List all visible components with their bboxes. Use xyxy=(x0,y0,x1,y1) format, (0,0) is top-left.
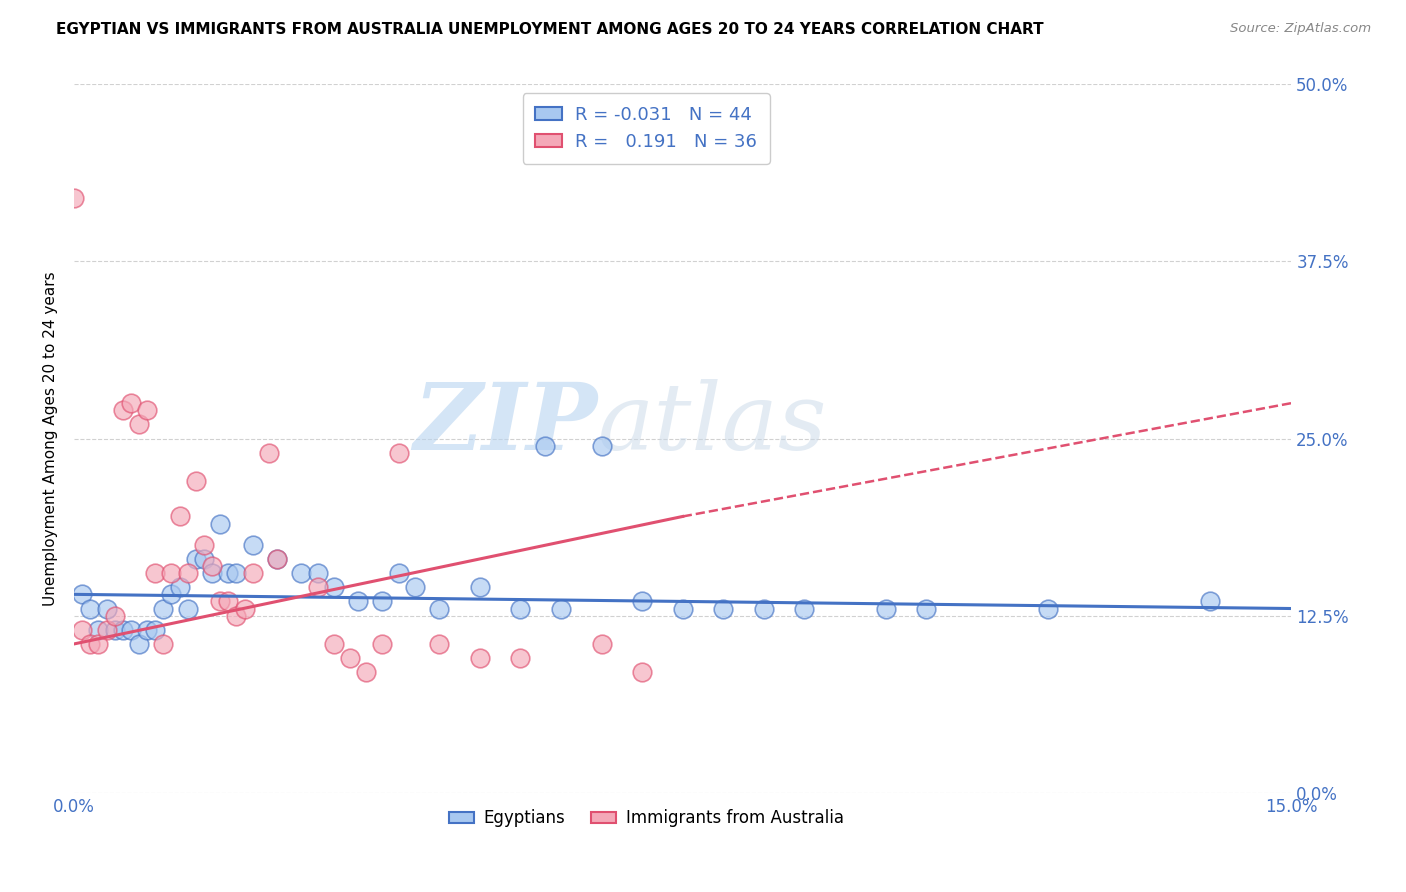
Point xyxy=(339,651,361,665)
Point xyxy=(752,601,775,615)
Point xyxy=(631,594,654,608)
Point xyxy=(120,623,142,637)
Point xyxy=(87,623,110,637)
Point xyxy=(371,637,394,651)
Point xyxy=(79,601,101,615)
Point xyxy=(201,559,224,574)
Point xyxy=(225,566,247,580)
Legend: Egyptians, Immigrants from Australia: Egyptians, Immigrants from Australia xyxy=(441,803,851,834)
Point xyxy=(136,403,159,417)
Point xyxy=(404,580,426,594)
Point xyxy=(169,580,191,594)
Point xyxy=(96,623,118,637)
Point xyxy=(875,601,897,615)
Point xyxy=(1036,601,1059,615)
Point xyxy=(509,651,531,665)
Point xyxy=(322,580,344,594)
Point xyxy=(631,665,654,680)
Point xyxy=(533,439,555,453)
Point xyxy=(307,580,329,594)
Text: ZIP: ZIP xyxy=(413,379,598,469)
Point xyxy=(111,403,134,417)
Point xyxy=(160,587,183,601)
Point xyxy=(591,439,613,453)
Point xyxy=(509,601,531,615)
Point xyxy=(307,566,329,580)
Point xyxy=(160,566,183,580)
Point xyxy=(427,601,450,615)
Point xyxy=(184,552,207,566)
Point xyxy=(217,566,239,580)
Text: EGYPTIAN VS IMMIGRANTS FROM AUSTRALIA UNEMPLOYMENT AMONG AGES 20 TO 24 YEARS COR: EGYPTIAN VS IMMIGRANTS FROM AUSTRALIA UN… xyxy=(56,22,1043,37)
Point xyxy=(242,538,264,552)
Point xyxy=(322,637,344,651)
Point xyxy=(266,552,288,566)
Point xyxy=(87,637,110,651)
Point xyxy=(591,637,613,651)
Point xyxy=(672,601,695,615)
Point xyxy=(209,594,232,608)
Y-axis label: Unemployment Among Ages 20 to 24 years: Unemployment Among Ages 20 to 24 years xyxy=(44,271,58,606)
Point xyxy=(257,446,280,460)
Point xyxy=(184,474,207,488)
Point xyxy=(70,623,93,637)
Point xyxy=(152,637,174,651)
Point xyxy=(111,623,134,637)
Point xyxy=(63,191,86,205)
Point xyxy=(242,566,264,580)
Point xyxy=(177,601,200,615)
Point xyxy=(70,587,93,601)
Text: Source: ZipAtlas.com: Source: ZipAtlas.com xyxy=(1230,22,1371,36)
Point xyxy=(290,566,312,580)
Point xyxy=(266,552,288,566)
Point xyxy=(354,665,377,680)
Point xyxy=(120,396,142,410)
Point xyxy=(233,601,256,615)
Point xyxy=(143,566,166,580)
Point xyxy=(468,651,491,665)
Point xyxy=(152,601,174,615)
Point xyxy=(128,637,150,651)
Point xyxy=(104,608,127,623)
Point xyxy=(915,601,938,615)
Point xyxy=(427,637,450,651)
Point xyxy=(193,552,215,566)
Point xyxy=(550,601,572,615)
Point xyxy=(143,623,166,637)
Point xyxy=(711,601,734,615)
Point xyxy=(96,601,118,615)
Point xyxy=(104,623,127,637)
Point xyxy=(371,594,394,608)
Point xyxy=(209,516,232,531)
Point xyxy=(177,566,200,580)
Point xyxy=(193,538,215,552)
Point xyxy=(793,601,815,615)
Point xyxy=(201,566,224,580)
Point xyxy=(217,594,239,608)
Point xyxy=(225,608,247,623)
Text: atlas: atlas xyxy=(598,379,827,469)
Point xyxy=(347,594,370,608)
Point xyxy=(136,623,159,637)
Point xyxy=(128,417,150,432)
Point xyxy=(388,566,411,580)
Point xyxy=(1199,594,1222,608)
Point xyxy=(79,637,101,651)
Point xyxy=(169,509,191,524)
Point xyxy=(468,580,491,594)
Point xyxy=(388,446,411,460)
